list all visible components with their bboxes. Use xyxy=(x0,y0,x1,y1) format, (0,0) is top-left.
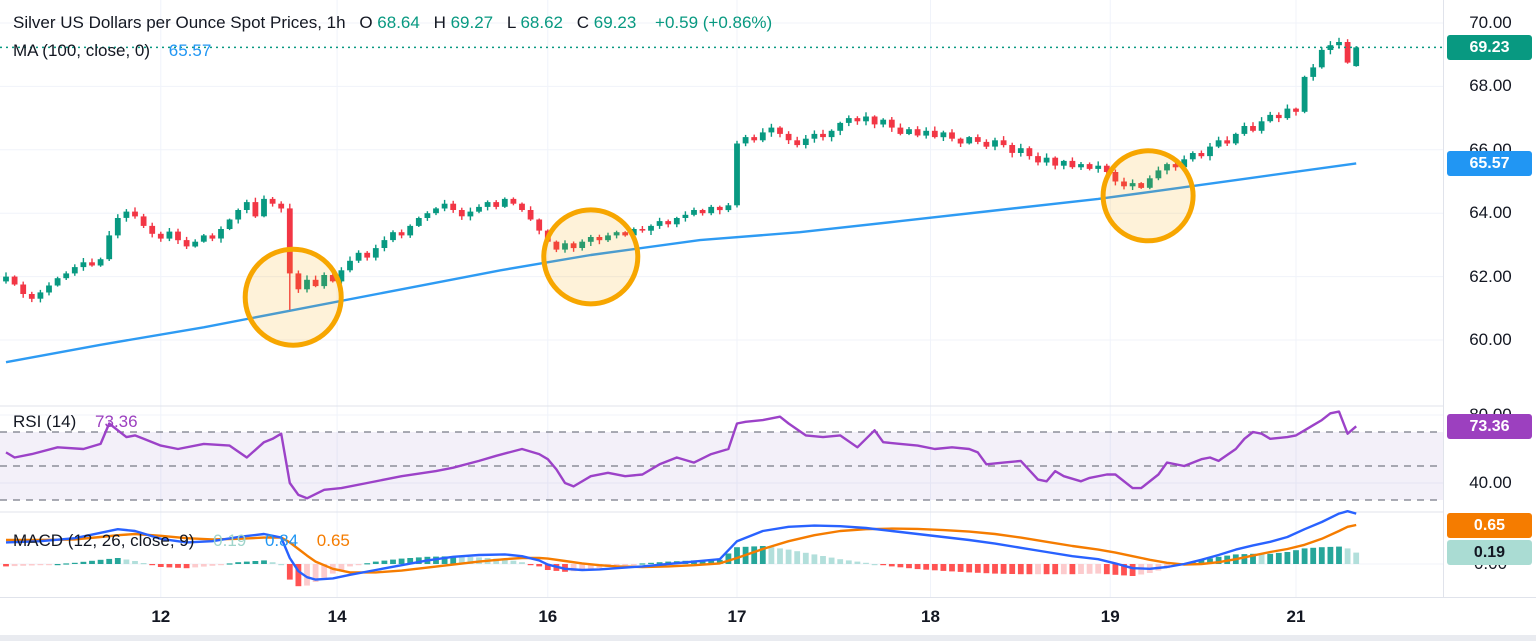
macd-hist-badge: 0.19 xyxy=(1447,540,1532,566)
low-letter: L xyxy=(506,13,516,32)
time-label-21: 21 xyxy=(1286,607,1306,626)
rsi-axis-label: 40.00 xyxy=(1469,473,1512,492)
price-axis-label: 60.00 xyxy=(1469,330,1512,349)
macd-line-value: 0.84 xyxy=(264,531,299,550)
time-label-18: 18 xyxy=(921,607,940,626)
time-axis[interactable]: 12 14 16 17 18 19 21 xyxy=(0,597,1536,636)
main-legend: Silver US Dollars per Ounce Spot Prices,… xyxy=(13,12,772,68)
time-label-17: 17 xyxy=(727,607,747,626)
rsi-value-badge: 73.36 xyxy=(1447,413,1532,439)
low-value: 68.62 xyxy=(520,13,563,32)
rsi-value: 73.36 xyxy=(95,412,138,431)
time-label-14: 14 xyxy=(327,607,347,626)
open-value: 68.64 xyxy=(377,13,420,32)
macd-lines xyxy=(5,510,1357,581)
price-axis[interactable]: 70.0068.0066.0064.0062.0060.0080.0040.00… xyxy=(1443,0,1536,597)
price-axis-label: 62.00 xyxy=(1469,266,1512,286)
open-letter: O xyxy=(359,13,373,32)
highlight-circles xyxy=(242,148,1196,348)
price-axis-label: 68.00 xyxy=(1469,76,1512,96)
close-value: 69.23 xyxy=(593,13,637,32)
ma-label[interactable]: MA (100, close, 0) xyxy=(13,41,151,60)
symbol-row: Silver US Dollars per Ounce Spot Prices,… xyxy=(13,12,772,33)
time-label-16: 16 xyxy=(538,607,558,626)
price-axis-label: 70.00 xyxy=(1469,13,1512,32)
bottom-strip xyxy=(0,635,1536,641)
ma-row: MA (100, close, 0) 65.57 xyxy=(13,40,772,61)
high-value: 69.27 xyxy=(450,13,494,32)
macd-hist-value: 0.19 xyxy=(213,531,247,550)
macd-signal-badge: 0.65 xyxy=(1447,512,1532,538)
price-axis-label: 64.00 xyxy=(1469,203,1512,223)
ma-value-badge: 65.57 xyxy=(1447,150,1532,176)
grid-layer xyxy=(0,0,1443,597)
high-letter: H xyxy=(433,13,446,32)
macd-label[interactable]: MACD (12, 26, close, 9) xyxy=(13,531,195,550)
chart-canvas[interactable] xyxy=(0,0,1443,597)
macd-signal-value: 0.65 xyxy=(316,531,350,550)
rsi-bands xyxy=(0,431,1443,501)
rsi-legend: RSI (14) 73.36 xyxy=(13,411,138,432)
rsi-line xyxy=(5,410,1357,500)
close-letter: C xyxy=(576,13,589,32)
time-label-19: 19 xyxy=(1100,607,1120,626)
symbol-title[interactable]: Silver US Dollars per Ounce Spot Prices,… xyxy=(13,13,346,32)
macd-legend: MACD (12, 26, close, 9) 0.19 0.84 0.65 xyxy=(13,530,350,551)
ma-line xyxy=(5,162,1357,364)
rsi-label[interactable]: RSI (14) xyxy=(13,412,77,431)
ma-value: 65.57 xyxy=(168,41,212,60)
last-price-badge: 69.23 xyxy=(1447,34,1532,60)
time-label-12: 12 xyxy=(151,607,171,626)
change-value: +0.59 (+0.86%) xyxy=(655,13,773,32)
